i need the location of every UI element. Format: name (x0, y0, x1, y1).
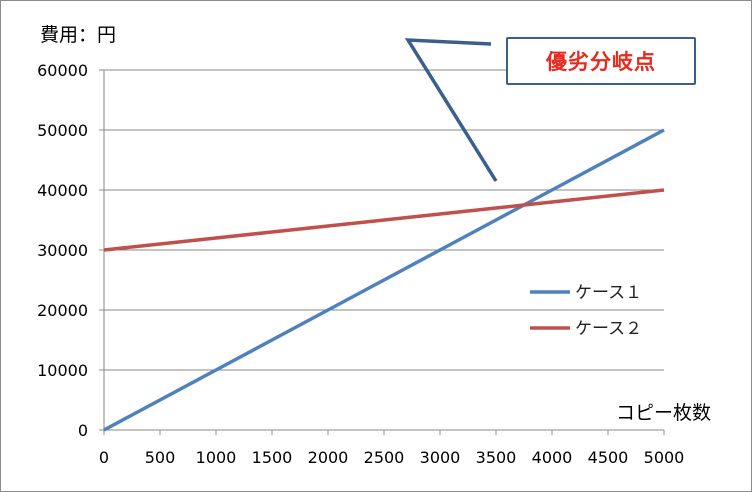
y-tick-label: 60000 (37, 61, 88, 80)
legend-label-1: ケース１ (575, 283, 642, 303)
x-tick-label: 4500 (588, 448, 629, 467)
y-tick-label: 50000 (37, 121, 88, 140)
y-tick-label: 10000 (37, 361, 88, 380)
y-tick-labels: 0 10000 20000 30000 40000 50000 60000 (37, 61, 88, 440)
x-tick-label: 2500 (364, 448, 405, 467)
axes (99, 69, 665, 435)
y-tick-label: 40000 (37, 181, 88, 200)
x-tick-label: 3500 (476, 448, 517, 467)
y-tick-label: 0 (78, 421, 88, 440)
x-axis-label: コピー枚数 (616, 402, 712, 424)
legend-label-2: ケース２ (575, 319, 642, 339)
annotation-label: 優劣分岐点 (506, 37, 696, 85)
callout-line (404, 38, 498, 182)
x-tick-label: 4000 (532, 448, 573, 467)
legend: ケース１ ケース２ (530, 283, 642, 339)
series-line-2 (103, 188, 665, 252)
x-tick-label: 0 (99, 448, 109, 467)
x-tick-label: 5000 (644, 448, 685, 467)
callout-pointer (404, 38, 498, 182)
x-tick-label: 1500 (252, 448, 293, 467)
x-tick-label: 2000 (308, 448, 349, 467)
series-line-1 (103, 128, 665, 432)
x-tick-label: 500 (145, 448, 176, 467)
x-tick-label: 1000 (196, 448, 237, 467)
x-tick-labels: 0 500 1000 1500 2000 2500 3000 3500 4000 4500 5000 (99, 448, 684, 467)
y-tick-label: 30000 (37, 241, 88, 260)
y-axis-label: 費用：円 (40, 24, 117, 46)
series-lines (103, 128, 665, 432)
y-tick-label: 20000 (37, 301, 88, 320)
x-tick-label: 3000 (420, 448, 461, 467)
